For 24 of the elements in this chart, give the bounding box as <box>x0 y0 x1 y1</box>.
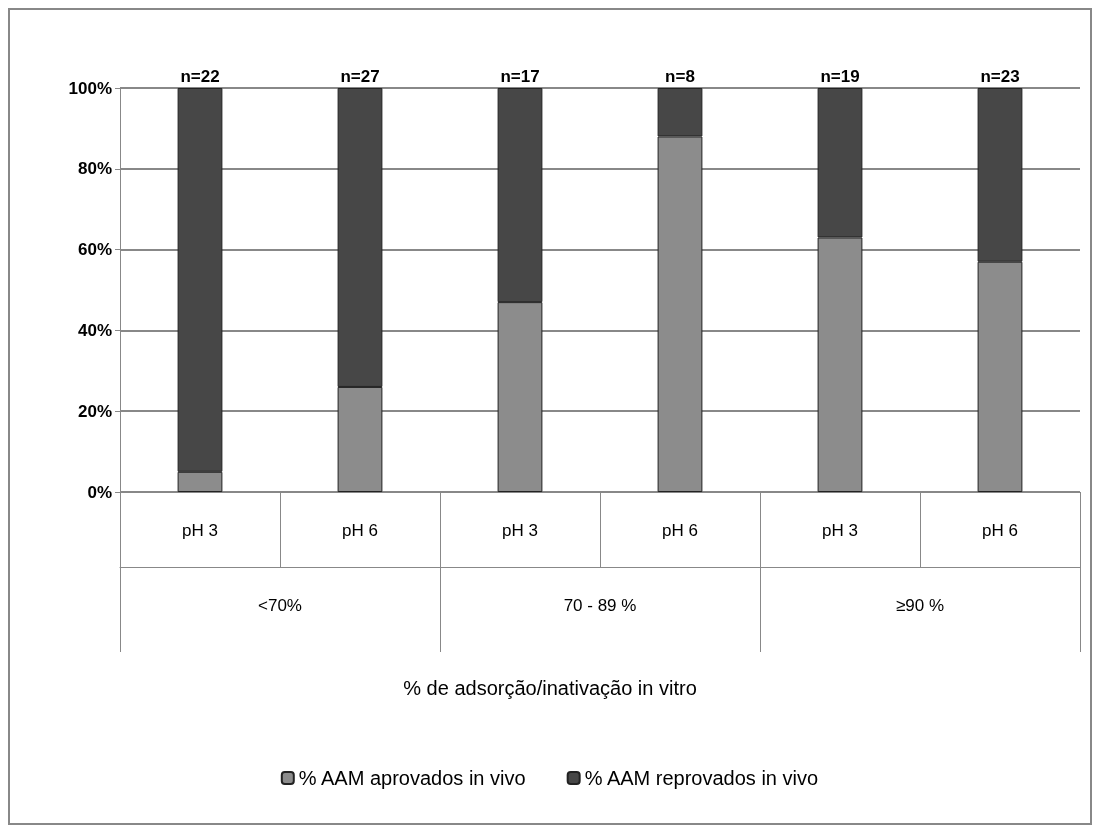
text: <70% <box>258 596 302 615</box>
y-tick-label: 80% <box>77 159 112 179</box>
y-tick-label: 0% <box>87 482 112 502</box>
annotation: n=27 <box>340 67 380 86</box>
annotation: n=8 <box>665 67 695 86</box>
text: ≥90 % <box>895 596 945 615</box>
y-tick-label: 60% <box>77 240 112 260</box>
x-tick-label: pH 6 <box>662 521 698 540</box>
annotation: n=17 <box>500 67 540 86</box>
x-tick-label: pH 3 <box>182 521 218 540</box>
x-tick-label: pH 6 <box>982 521 1018 540</box>
text: 70 - 89 % <box>563 596 637 615</box>
x-tick-label: pH 3 <box>502 521 538 540</box>
y-tick-label: 20% <box>77 401 112 421</box>
y-tick-label: 40% <box>77 320 112 340</box>
y-tick-label: 100% <box>68 78 112 98</box>
annotation: n=19 <box>820 67 860 86</box>
x-tick-label: pH 6 <box>342 521 378 540</box>
legend-label: % AAM aprovados in vivo <box>298 767 526 789</box>
legend-label: % AAM reprovados in vivo <box>584 767 819 789</box>
x-tick-label: pH 3 <box>822 521 858 540</box>
text: % de adsorção/inativação in vitro <box>403 677 697 699</box>
annotation: n=22 <box>180 67 220 86</box>
annotation: n=23 <box>980 67 1020 86</box>
